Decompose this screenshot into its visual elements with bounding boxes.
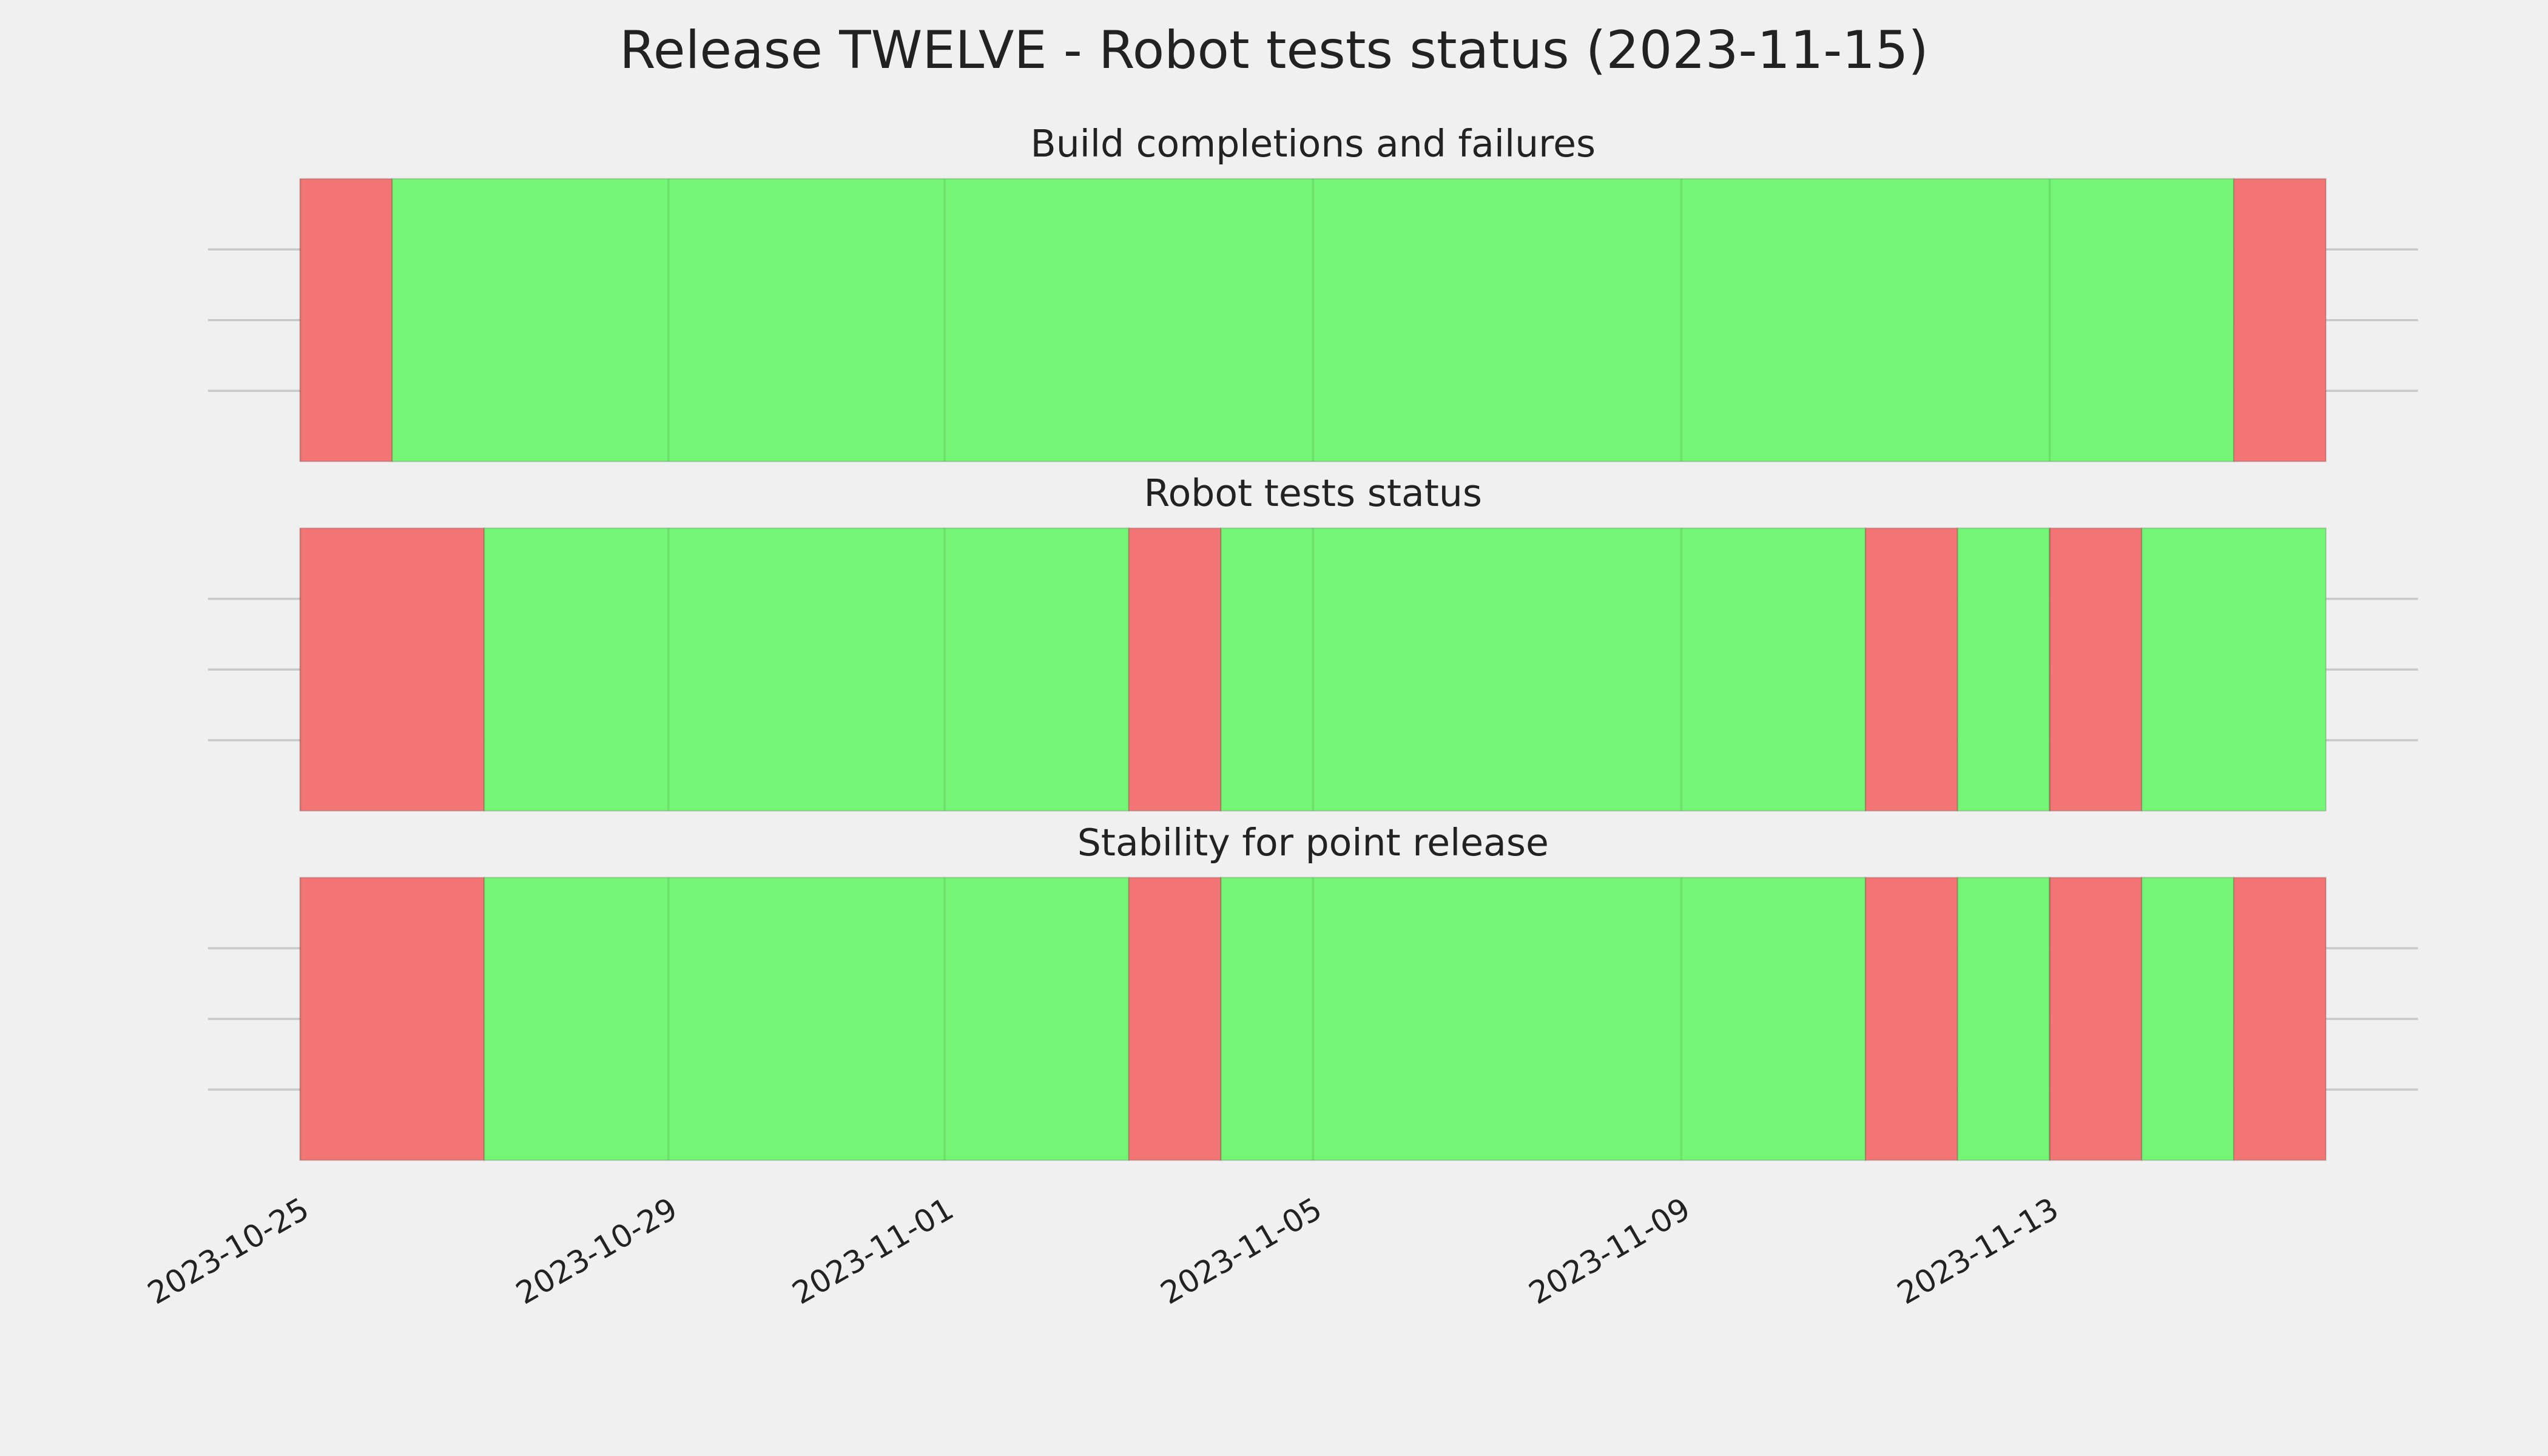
subplot-title: Build completions and failures (1030, 122, 1596, 166)
status-span (1128, 877, 1222, 1161)
status-span (299, 178, 393, 462)
status-span (1956, 877, 2051, 1161)
figure-title: Release TWELVE - Robot tests status (202… (619, 20, 1929, 81)
status-span (2049, 527, 2143, 812)
status-span (1128, 527, 1222, 812)
status-span (2233, 178, 2327, 462)
status-span (391, 178, 2235, 462)
status-span (2233, 877, 2327, 1161)
status-span (2141, 527, 2327, 812)
subplot-title: Stability for point release (1077, 821, 1549, 864)
status-span (2049, 877, 2143, 1161)
status-span (1956, 527, 2051, 812)
status-span (1864, 877, 1958, 1161)
status-span (2141, 877, 2235, 1161)
status-span (484, 877, 1130, 1161)
status-span (1220, 877, 1867, 1161)
subplot-title: Robot tests status (1144, 471, 1482, 515)
status-span (1864, 527, 1958, 812)
status-span (484, 527, 1130, 812)
status-span (299, 877, 485, 1161)
status-span (299, 527, 485, 812)
status-span (1220, 527, 1867, 812)
